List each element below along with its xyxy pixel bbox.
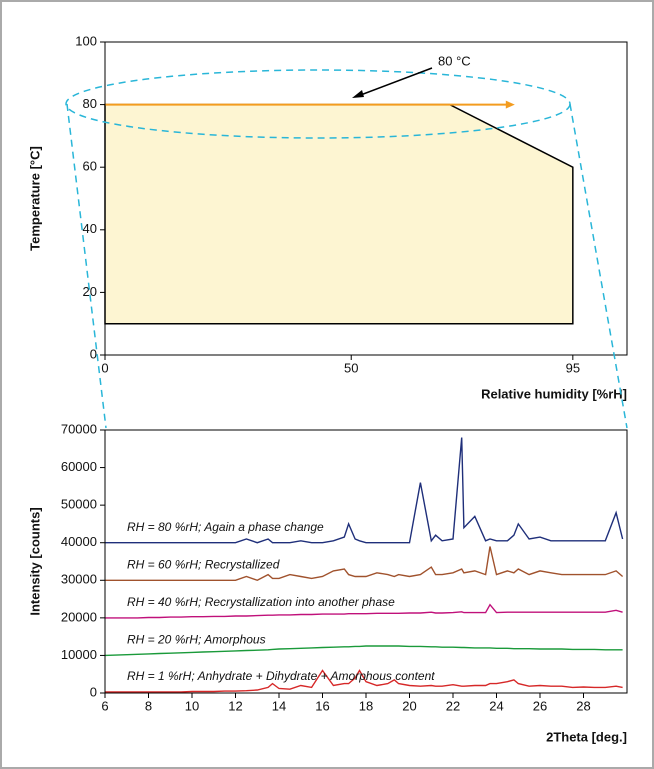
x-axis-label: Relative humidity [%rH] [481,386,627,401]
x-axis-label: 2Theta [deg.] [546,729,627,744]
x-tick-label: 24 [489,698,503,713]
series-label: RH = 20 %rH; Amorphous [127,632,266,646]
series-label: RH = 1 %rH; Anhydrate + Dihydrate + Amor… [127,669,435,683]
y-tick-label: 40 [83,221,97,236]
x-tick-label: 14 [272,698,286,713]
x-tick-label: 26 [533,698,547,713]
plot-frame [104,429,628,694]
y-tick-label: 20000 [61,609,97,624]
y-tick-label: 40000 [61,534,97,549]
operating-region [104,103,574,325]
series-label: RH = 60 %rH; Recrystallized [127,557,280,571]
y-tick-label: 0 [90,346,97,361]
y-tick-label: 80 [83,96,97,111]
y-tick-label: 20 [83,284,97,299]
x-tick-label: 18 [359,698,373,713]
y-tick-label: 50000 [61,497,97,512]
pattern-line [105,669,623,693]
arrowhead [505,100,515,109]
x-tick-label: 12 [228,698,242,713]
x-tick-label: 10 [185,698,199,713]
y-tick-label: 60000 [61,459,97,474]
pattern-line [105,546,624,582]
y-axis-label: Temperature [°C] [27,146,42,251]
x-tick-label: 28 [576,698,590,713]
x-tick-label: 95 [566,360,580,375]
x-tick-label: 50 [344,360,358,375]
annotation-arrowhead [352,90,364,98]
zoom-line [569,103,628,429]
x-tick-label: 6 [101,698,108,713]
y-tick-label: 30000 [61,572,97,587]
pattern-line [105,437,624,544]
chart-bottom: 0 10000 20000 30000 40000 50000 60000 70000 6 8 10… [27,421,628,744]
plot-frame [104,41,628,356]
zoom-line [66,103,107,429]
x-tick-label: 20 [402,698,416,713]
annotation-arrow [357,67,433,97]
x-tick-label: 8 [145,698,152,713]
x-tick-label: 16 [315,698,329,713]
annotation: 80 °C [438,53,471,68]
x-tick-label: 22 [446,698,460,713]
y-tick-label: 100 [75,33,97,48]
series-label: RH = 80 %rH; Again a phase change [127,520,324,534]
y-tick-label: 60 [83,159,97,174]
y-tick-label: 0 [90,684,97,699]
y-axis-label: Intensity [counts] [27,507,42,615]
y-tick-label: 10000 [61,647,97,662]
chart-top: 0 20 40 60 80 100 0 50 95 Relative humidity [%rH]… [27,33,628,401]
y-tick-label: 70000 [61,421,97,436]
pattern-line [105,603,623,619]
series-label: RH = 40 %rH; Recrystallization into anot… [127,595,395,609]
x-tick-label: 0 [101,360,108,375]
pattern-line [104,645,623,657]
